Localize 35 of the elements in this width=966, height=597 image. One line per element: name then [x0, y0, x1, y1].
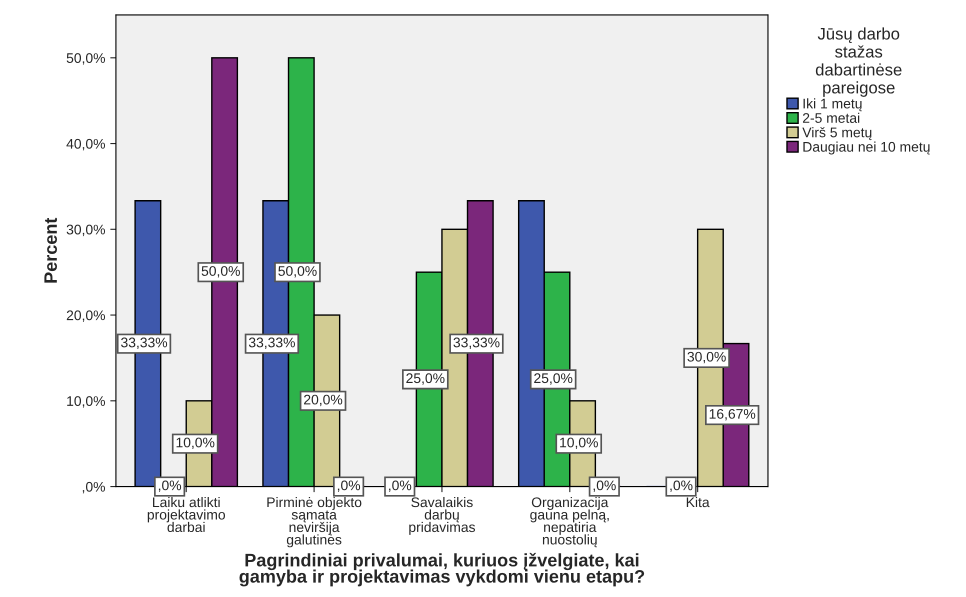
x-tick-label: Pirminė objekto sąmata neviršija galutinės — [267, 496, 362, 548]
data-label: ,0% — [158, 480, 182, 492]
x-tick-label: Laiku atlikti projektavimo darbai — [148, 496, 226, 532]
y-tick-label: ,0% — [82, 482, 106, 494]
legend-label: Iki 1 metų — [804, 98, 862, 112]
data-label: 10,0% — [176, 438, 214, 450]
y-tick-label: 30,0% — [66, 224, 106, 236]
y-tick-label: 20,0% — [66, 310, 106, 322]
data-label: 33,33% — [121, 338, 168, 350]
x-axis-title: Pagrindiniai privalumai, kuriuos įžvelgiate, kai gamyba ir projektavimas vykdomi vienu etapu? — [240, 552, 644, 586]
data-label: 33,33% — [248, 338, 295, 350]
data-label: 33,33% — [453, 338, 500, 350]
data-label: 16,67% — [710, 408, 756, 420]
y-tick-label: 40,0% — [66, 138, 106, 150]
data-label: ,0% — [594, 480, 616, 492]
data-label: ,0% — [338, 480, 360, 492]
data-label: ,0% — [389, 480, 412, 492]
legend-label: 2-5 metai — [802, 112, 860, 123]
data-label: 20,0% — [304, 394, 342, 406]
data-label: 10,0% — [560, 438, 598, 450]
legend-title: Jūsų darbo stažas dabartinėse pareigose — [816, 27, 902, 97]
y-tick-label: 50,0% — [66, 53, 106, 65]
y-tick-label: 10,0% — [67, 396, 106, 408]
data-label: 25,0% — [406, 373, 445, 385]
data-label: 50,0% — [278, 266, 317, 278]
y-axis-title: Percent — [44, 218, 57, 283]
data-label: 30,0% — [687, 352, 726, 364]
legend-label: Virš 5 metų — [802, 127, 872, 140]
data-label: 50,0% — [202, 266, 240, 278]
x-tick-label: Kita — [686, 496, 710, 508]
data-label: 25,0% — [534, 373, 572, 385]
data-label: ,0% — [670, 480, 692, 492]
x-tick-label: Organizacija gauna pelną, nepatiria nuostolių — [530, 496, 609, 548]
x-tick-label: Savalaikis darbų pridavimas — [409, 496, 476, 535]
legend-label: Daugiau nei 10 metų — [803, 142, 930, 155]
